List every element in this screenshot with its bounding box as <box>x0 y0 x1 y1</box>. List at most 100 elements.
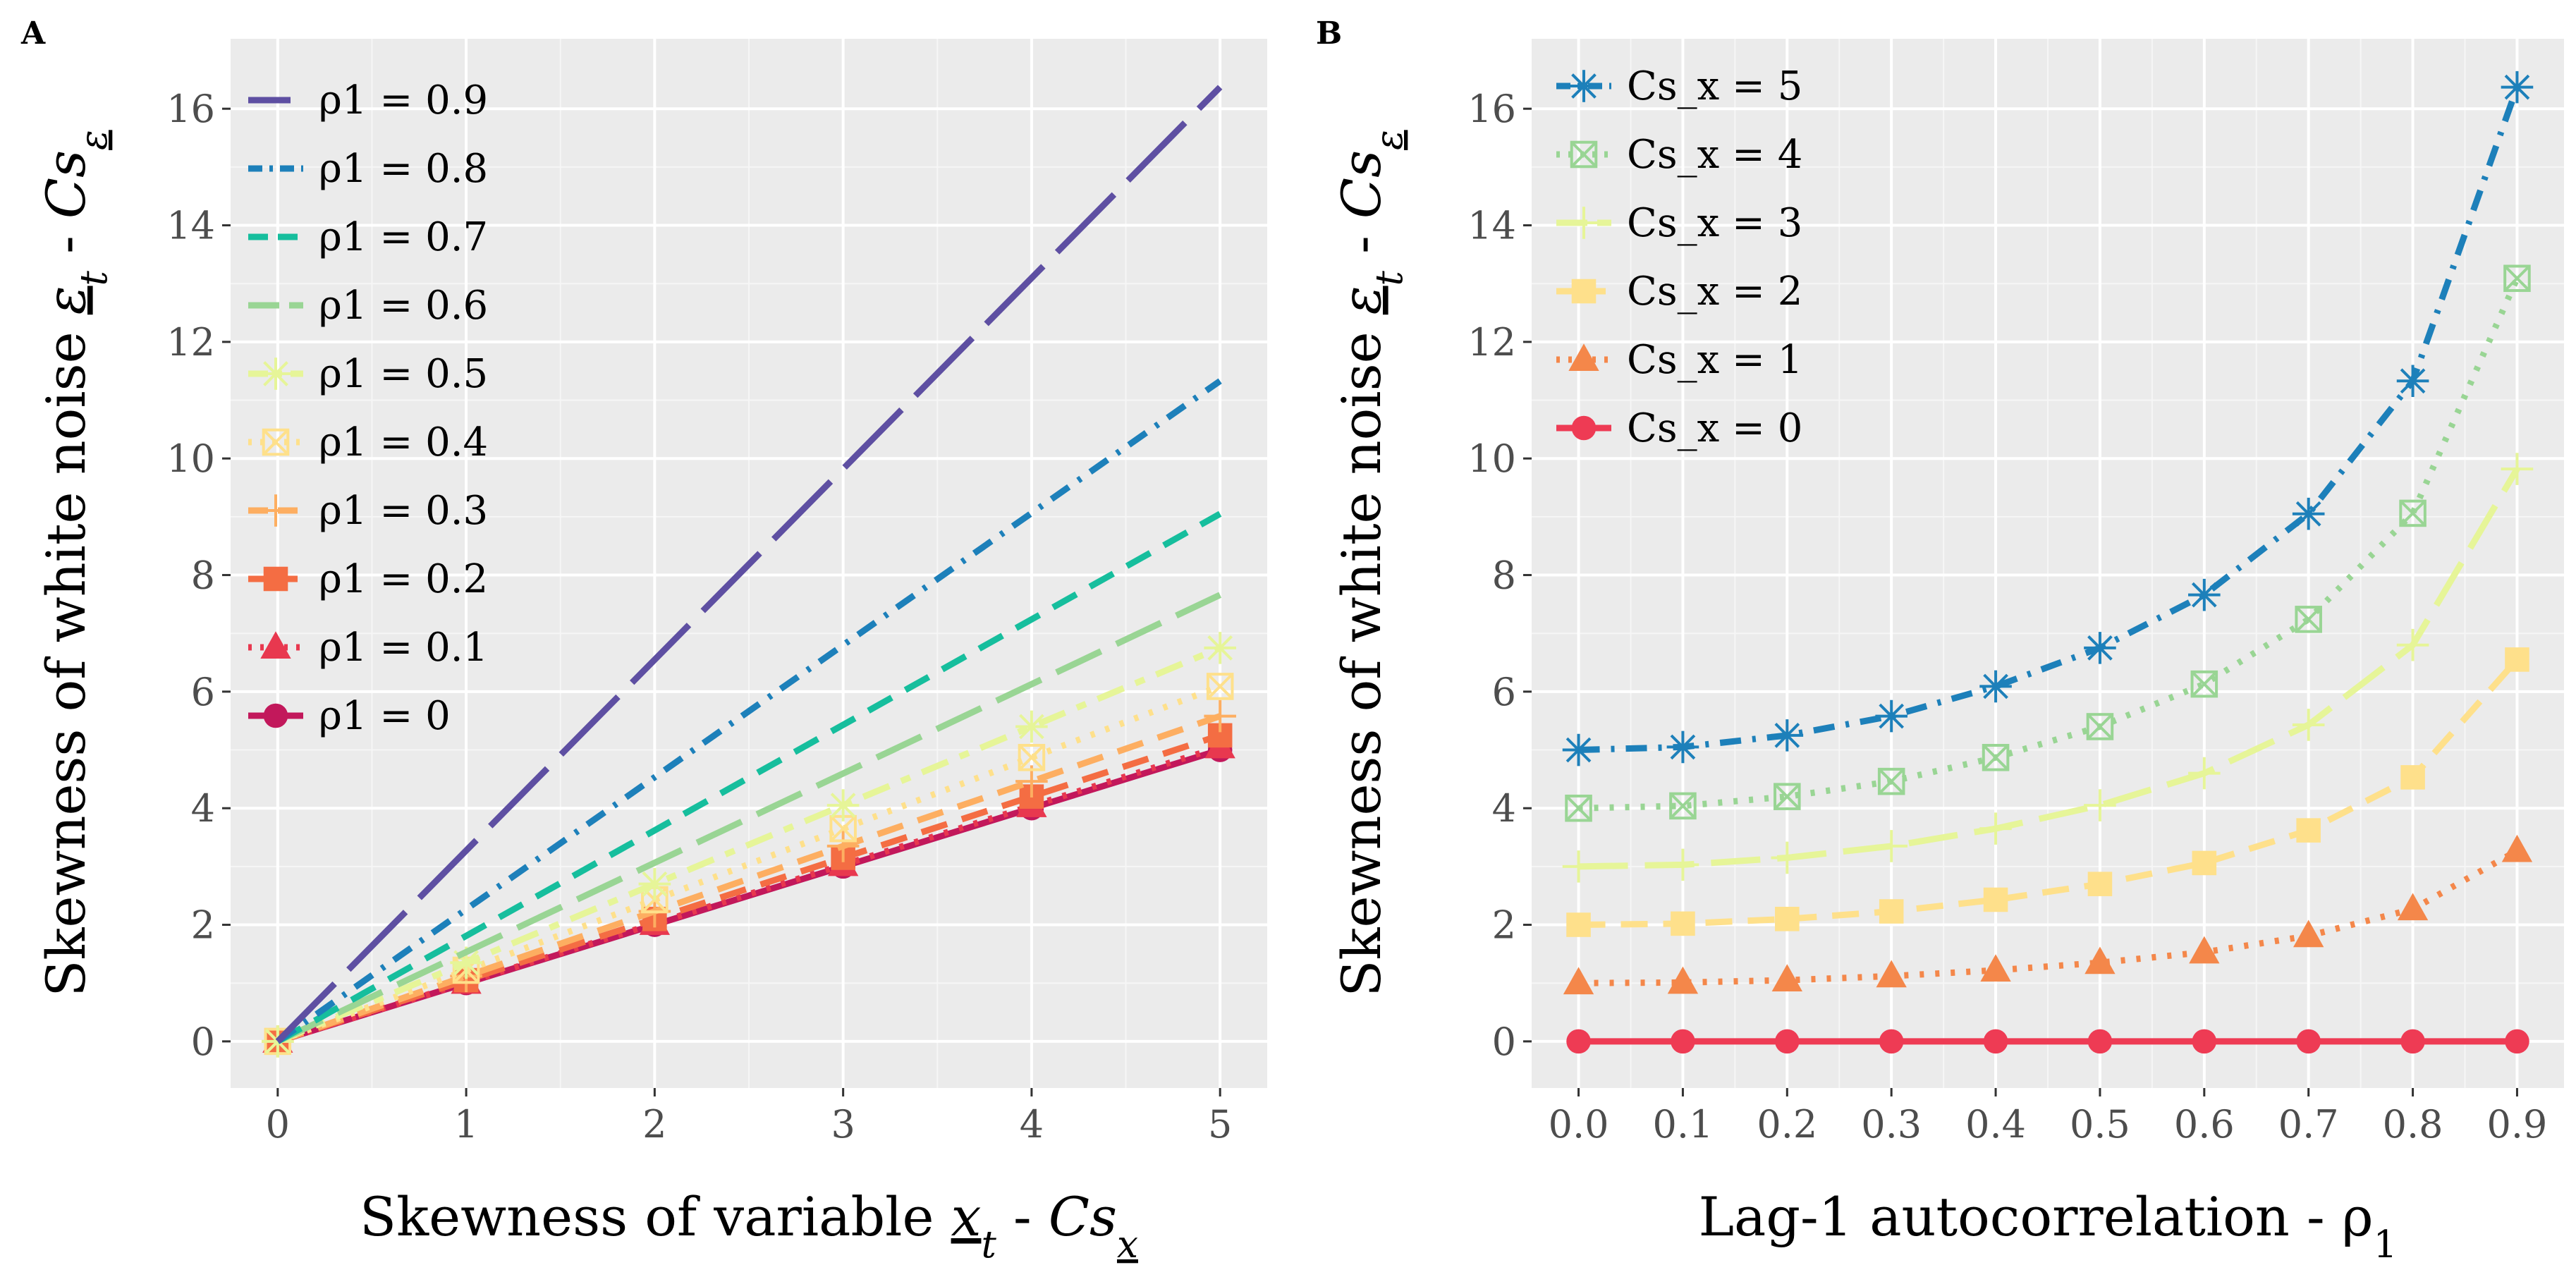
marker-box-x2 <box>2087 713 2113 740</box>
tick-label-x: 0.3 <box>1861 1102 1922 1147</box>
series-Cs-x-4 <box>1565 264 2531 822</box>
tick-label-y: 10 <box>1467 436 1516 481</box>
series-line <box>276 683 1221 1045</box>
legend-label: Cs_x = 4 <box>1627 132 1802 178</box>
marker-asterisk-d2 <box>263 361 288 386</box>
legend-item: Cs_x = 5 <box>1556 63 1802 109</box>
series-line <box>1578 467 2520 870</box>
legend-label: ρ1 = 0.8 <box>319 146 488 192</box>
legend: Cs_x = 5 Cs_x = 4 Cs_x = 3 Cs_x = 2 Cs_x = 1… <box>1556 63 1802 451</box>
marker-triangle <box>1980 954 2011 982</box>
legend-label: ρ1 = 0.1 <box>319 625 488 671</box>
marker-square <box>2505 647 2529 672</box>
tick-label-y: 14 <box>1467 204 1516 248</box>
marker-box-x2 <box>2191 671 2218 697</box>
marker-box-x2 <box>1018 744 1045 771</box>
legend-item: ρ1 = 0.7 <box>248 214 488 260</box>
marker-triangle <box>1771 964 1802 992</box>
tick-label-y: 2 <box>191 903 215 948</box>
tick-label-x: 4 <box>1020 1102 1044 1147</box>
marker-box-x2 <box>262 429 289 456</box>
marker-box <box>2399 499 2427 527</box>
marker-box-x2 <box>1669 793 1697 819</box>
series-line <box>1578 86 2520 754</box>
marker-circle <box>2505 1029 2529 1054</box>
marker-asterisk-d2 <box>1774 723 1800 748</box>
legend-item: Cs_x = 0 <box>1556 405 1802 451</box>
series--1-0.6 <box>276 592 1222 1044</box>
tick-label-x: 3 <box>831 1102 855 1147</box>
legend-label: Cs_x = 3 <box>1627 200 1802 246</box>
series-Cs-x-0 <box>1566 1029 2529 1054</box>
legend-label: ρ1 = 0 <box>319 693 451 739</box>
legend-label: ρ1 = 0.3 <box>319 488 488 534</box>
tick-label-x: 2 <box>642 1102 666 1147</box>
marker-asterisk-d2 <box>1207 635 1233 661</box>
series-Cs-x-2 <box>1566 647 2529 937</box>
tick-label-y: 16 <box>1467 87 1516 131</box>
marker-square <box>1983 887 2008 912</box>
series-Cs-x-1 <box>1563 834 2533 995</box>
marker-asterisk-d2 <box>1571 73 1597 99</box>
marker-circle <box>263 703 288 728</box>
tick-label-x: 0.1 <box>1652 1102 1713 1147</box>
tick-label-y: 0 <box>1492 1020 1516 1064</box>
tick-label-y: 16 <box>166 87 215 131</box>
legend-item: Cs_x = 3 <box>1556 200 1802 246</box>
marker-asterisk-d2 <box>2504 74 2530 100</box>
series-line <box>276 744 1221 1045</box>
legend-item: ρ1 = 0.4 <box>248 420 488 465</box>
tick-label-y: 4 <box>191 786 215 831</box>
tick-label-x: 1 <box>454 1102 478 1147</box>
tick-label-y: 8 <box>1492 554 1516 598</box>
series-line <box>276 592 1222 1044</box>
marker-asterisk-d2 <box>2295 501 2321 527</box>
tick-label-x: 5 <box>1208 1102 1232 1147</box>
marker-triangle <box>1876 960 1907 988</box>
marker-triangle <box>2501 834 2533 862</box>
tick-label-y: 12 <box>1467 320 1516 365</box>
series--1-0.7 <box>276 511 1222 1044</box>
tick-label-y: 4 <box>1492 786 1516 831</box>
series-line <box>1578 276 2520 812</box>
legend-item: ρ1 = 0.5 <box>248 351 488 397</box>
marker-asterisk-d2 <box>2087 635 2113 661</box>
legend-label: ρ1 = 0.6 <box>319 283 488 329</box>
legend-label: ρ1 = 0.9 <box>319 78 488 123</box>
marker-square <box>263 566 288 592</box>
marker-box <box>1206 673 1234 700</box>
tick-label-y: 0 <box>191 1020 215 1064</box>
panel-tag-B: B <box>1316 16 1342 51</box>
marker-square <box>1775 906 1800 931</box>
marker-circle <box>2400 1029 2425 1054</box>
marker-triangle <box>2397 893 2429 921</box>
marker-square <box>2400 765 2425 790</box>
marker-box <box>2086 713 2114 740</box>
marker-asterisk-d2 <box>830 793 856 818</box>
tick-label-x: 0.4 <box>1965 1102 2026 1147</box>
marker-asterisk-d2 <box>642 871 668 897</box>
marker-square <box>2087 872 2113 896</box>
series-line <box>1578 657 2520 929</box>
tick-label-x: 0.8 <box>2383 1102 2443 1147</box>
marker-asterisk-d2 <box>1879 703 1905 729</box>
legend-item: ρ1 = 0.8 <box>248 146 488 192</box>
x-axis-title: Lag-1 autocorrelation - ρ1 <box>1699 1185 2398 1265</box>
marker-box <box>1774 783 1801 810</box>
marker-triangle <box>1568 343 1599 371</box>
legend-label: ρ1 = 0.7 <box>319 214 488 260</box>
legend-item: ρ1 = 0.3 <box>248 488 488 534</box>
series--1-0.8 <box>276 378 1222 1044</box>
marker-box-x2 <box>2503 265 2531 292</box>
marker-triangle <box>1563 967 1594 995</box>
legend-item: Cs_x = 2 <box>1556 269 1802 314</box>
marker-box-x2 <box>1565 795 1592 821</box>
marker-circle <box>1983 1029 2008 1054</box>
marker-box-x2 <box>1774 783 1800 810</box>
marker-triangle <box>2293 919 2324 948</box>
tick-label-y: 6 <box>191 670 215 714</box>
series-line <box>1578 848 2519 986</box>
legend-item: Cs_x = 4 <box>1556 132 1802 178</box>
legend-label: ρ1 = 0.4 <box>319 420 488 465</box>
